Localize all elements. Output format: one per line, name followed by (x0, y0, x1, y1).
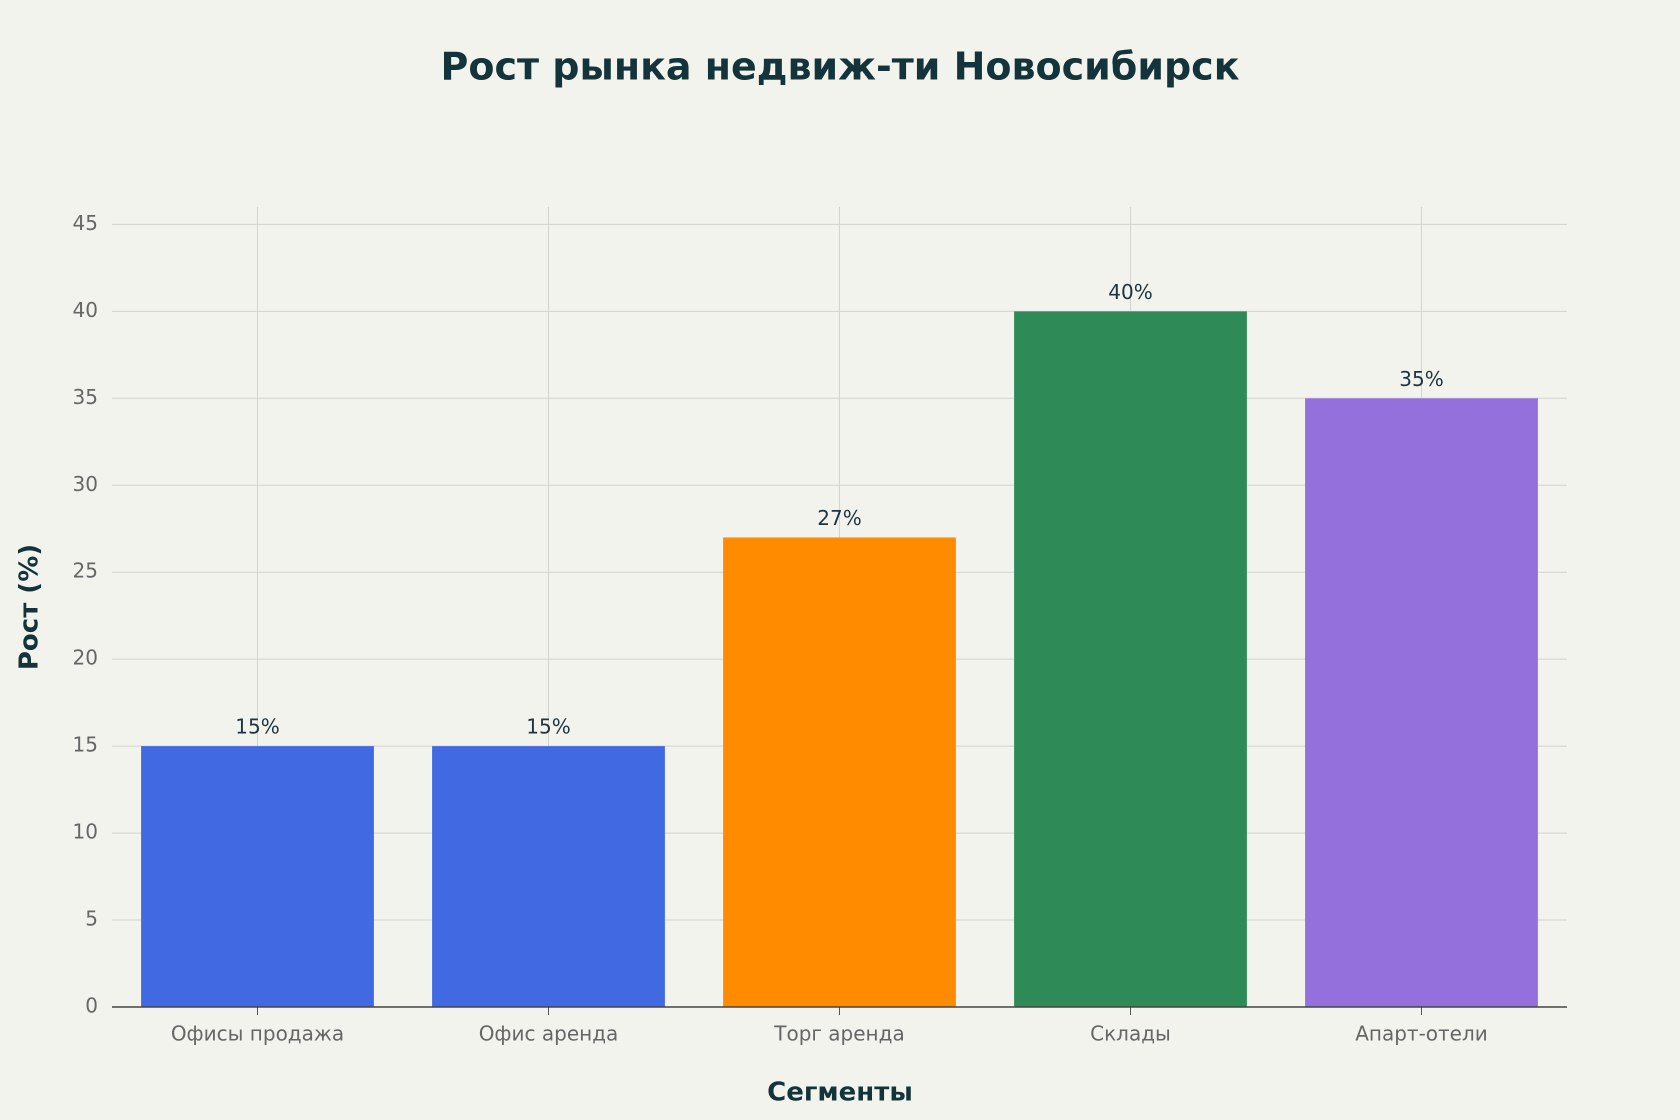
bar (141, 746, 374, 1007)
y-tick-label: 30 (73, 472, 98, 496)
y-tick-label: 10 (73, 820, 98, 844)
y-tick-label: 5 (85, 907, 98, 931)
x-tick-label: Офисы продажа (171, 1022, 344, 1046)
bar (1014, 311, 1247, 1007)
y-tick-label: 40 (73, 298, 98, 322)
y-tick-label: 15 (73, 733, 98, 757)
value-label: 27% (817, 506, 861, 530)
y-tick-label: 35 (73, 385, 98, 409)
y-tick-label: 20 (73, 646, 98, 670)
x-tick-label: Торг аренда (773, 1022, 904, 1046)
y-tick-label: 45 (73, 211, 98, 235)
bar (723, 537, 956, 1007)
x-tick-label: Апарт-отели (1355, 1022, 1488, 1046)
x-axis-label: Сегменты (767, 1078, 913, 1108)
value-label: 15% (235, 715, 279, 739)
x-tick-label: Склады (1090, 1022, 1171, 1046)
chart-title: Рост рынка недвиж-ти Новосибирск (441, 45, 1240, 89)
y-tick-label: 0 (85, 994, 98, 1018)
x-tick-label: Офис аренда (479, 1022, 619, 1046)
value-label: 35% (1399, 367, 1443, 391)
value-label: 15% (526, 715, 570, 739)
bar (1305, 398, 1538, 1008)
y-axis-label: Рост (%) (15, 544, 45, 670)
value-label: 40% (1108, 280, 1152, 304)
bar (432, 746, 665, 1007)
y-tick-label: 25 (73, 559, 98, 583)
